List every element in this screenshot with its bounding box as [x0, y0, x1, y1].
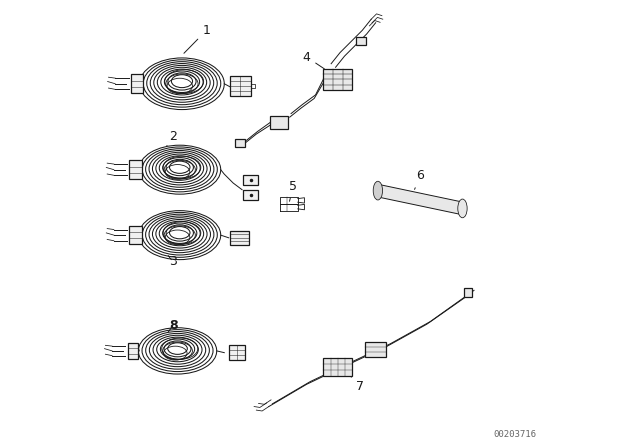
FancyBboxPatch shape	[464, 288, 472, 297]
Text: 3: 3	[168, 255, 177, 268]
FancyBboxPatch shape	[243, 190, 258, 199]
FancyBboxPatch shape	[131, 74, 143, 93]
FancyBboxPatch shape	[270, 116, 288, 129]
Text: 1: 1	[184, 24, 211, 53]
Text: 5: 5	[289, 180, 298, 201]
Ellipse shape	[373, 181, 383, 200]
FancyBboxPatch shape	[129, 226, 142, 245]
FancyBboxPatch shape	[230, 231, 249, 245]
FancyBboxPatch shape	[323, 358, 352, 376]
Text: 7: 7	[351, 376, 364, 393]
Text: 4: 4	[303, 51, 324, 69]
FancyBboxPatch shape	[365, 342, 387, 357]
FancyBboxPatch shape	[229, 345, 245, 360]
FancyBboxPatch shape	[236, 139, 245, 147]
FancyBboxPatch shape	[127, 343, 138, 359]
Text: 8: 8	[168, 319, 177, 332]
Polygon shape	[376, 185, 464, 215]
Text: 6: 6	[415, 169, 424, 190]
FancyBboxPatch shape	[129, 160, 142, 179]
FancyBboxPatch shape	[243, 176, 258, 185]
Text: 00203716: 00203716	[493, 430, 536, 439]
FancyBboxPatch shape	[356, 37, 366, 44]
FancyBboxPatch shape	[230, 76, 251, 96]
Text: 2: 2	[166, 130, 177, 146]
FancyBboxPatch shape	[323, 69, 352, 90]
Ellipse shape	[458, 199, 467, 218]
